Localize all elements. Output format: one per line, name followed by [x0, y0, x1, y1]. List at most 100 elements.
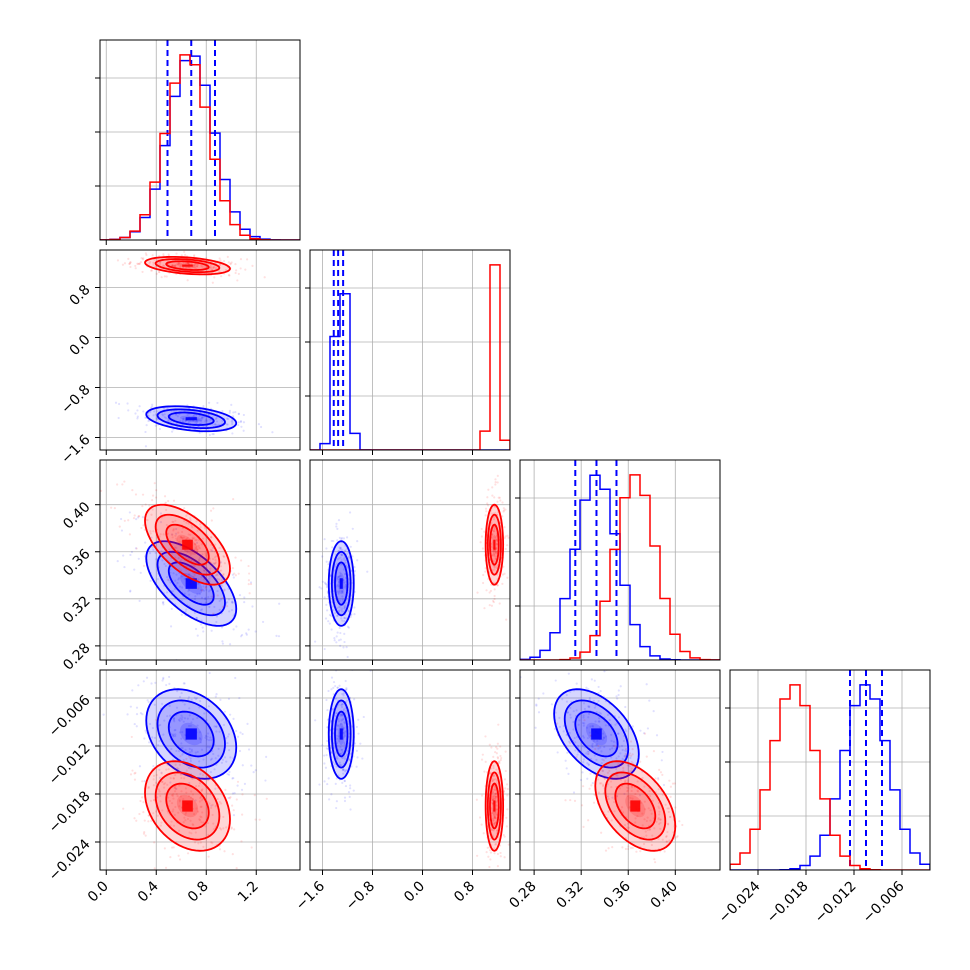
scatter-point: [175, 537, 178, 540]
scatter-point: [138, 812, 141, 816]
scatter-point: [168, 799, 171, 803]
scatter-point: [170, 747, 173, 751]
scatter-point: [335, 737, 338, 740]
scatter-point: [597, 747, 600, 750]
scatter-point: [481, 753, 484, 756]
scatter-point: [159, 794, 162, 798]
scatter-point: [138, 262, 141, 265]
scatter-point: [491, 535, 494, 538]
scatter-point: [491, 828, 494, 832]
scatter-point: [330, 688, 333, 691]
scatter-point: [665, 840, 669, 843]
scatter-point: [100, 489, 103, 492]
scatter-point: [158, 740, 161, 743]
scatter-point: [657, 788, 660, 791]
scatter-point: [668, 839, 671, 842]
scatter-point: [171, 264, 174, 267]
scatter-point: [174, 773, 177, 777]
scatter-point: [601, 732, 605, 735]
scatter-point: [494, 842, 498, 845]
scatter-point: [343, 779, 346, 782]
scatter-point: [174, 519, 177, 522]
scatter-point: [564, 759, 567, 762]
scatter-point: [171, 264, 174, 267]
scatter-point: [172, 572, 175, 575]
scatter-point: [156, 578, 159, 581]
scatter-point: [144, 430, 147, 434]
scatter-point: [190, 564, 193, 568]
scatter-point: [222, 890, 224, 892]
scatter-point: [218, 730, 221, 733]
scatter-point: [208, 746, 211, 749]
scatter-point: [219, 698, 222, 701]
scatter-point: [603, 777, 606, 780]
scatter-point: [175, 539, 178, 542]
scatter-point: [221, 605, 224, 609]
panel-frame-2-0: [99, 459, 301, 661]
scatter-point: [554, 679, 557, 682]
y-tick-label: 0.8: [67, 282, 94, 309]
scatter-point: [324, 582, 327, 585]
scatter-point: [588, 705, 591, 709]
scatter-point: [158, 427, 162, 431]
scatter-point: [175, 706, 179, 709]
scatter-point: [652, 750, 656, 753]
scatter-point: [347, 626, 351, 629]
scatter-point: [342, 694, 345, 697]
scatter-point: [344, 549, 347, 552]
scatter-point: [246, 258, 249, 261]
scatter-point: [192, 264, 195, 267]
scatter-point: [228, 409, 232, 413]
scatter-point: [191, 537, 194, 540]
density-peak: [493, 539, 496, 550]
scatter-point: [164, 782, 167, 785]
scatter-point: [182, 758, 185, 762]
scatter-point: [195, 520, 198, 523]
scatter-point: [152, 798, 156, 802]
scatter-point: [142, 564, 146, 567]
scatter-point: [587, 763, 591, 766]
scatter-point: [331, 708, 334, 711]
scatter-point: [172, 733, 175, 736]
scatter-point: [176, 795, 179, 798]
scatter-point: [145, 253, 148, 257]
scatter-point: [173, 546, 177, 549]
scatter-point: [494, 536, 497, 539]
scatter-point: [565, 745, 568, 748]
scatter-point: [102, 713, 105, 716]
scatter-point: [254, 769, 257, 772]
scatter-point: [478, 816, 482, 819]
scatter-point: [200, 416, 203, 420]
scatter-point: [217, 754, 220, 757]
scatter-point: [336, 614, 339, 617]
scatter-point: [668, 779, 671, 782]
scatter-point: [502, 833, 505, 837]
scatter-point: [174, 579, 177, 582]
scatter-point: [233, 828, 236, 831]
scatter-point: [134, 493, 138, 496]
scatter-point: [226, 417, 230, 421]
scatter-point: [353, 742, 357, 745]
scatter-point: [495, 804, 498, 807]
scatter-point: [496, 865, 499, 868]
scatter-point: [586, 726, 589, 729]
scatter-point: [145, 731, 148, 734]
scatter-point: [643, 818, 646, 821]
scatter-point: [241, 764, 244, 767]
scatter-point: [184, 811, 188, 814]
scatter-point: [353, 698, 356, 701]
scatter-point: [193, 696, 196, 699]
scatter-point: [188, 831, 191, 834]
scatter-point: [484, 760, 487, 763]
scatter-point: [208, 577, 211, 580]
scatter-point: [177, 718, 181, 721]
scatter-point: [196, 529, 199, 532]
scatter-point: [646, 816, 649, 819]
scatter-point: [348, 555, 351, 559]
x-tick-label: 0.32: [553, 878, 586, 911]
scatter-point: [172, 528, 175, 531]
scatter-point: [495, 811, 498, 814]
scatter-point: [180, 714, 183, 717]
scatter-point: [208, 575, 211, 578]
scatter-point: [161, 601, 165, 604]
